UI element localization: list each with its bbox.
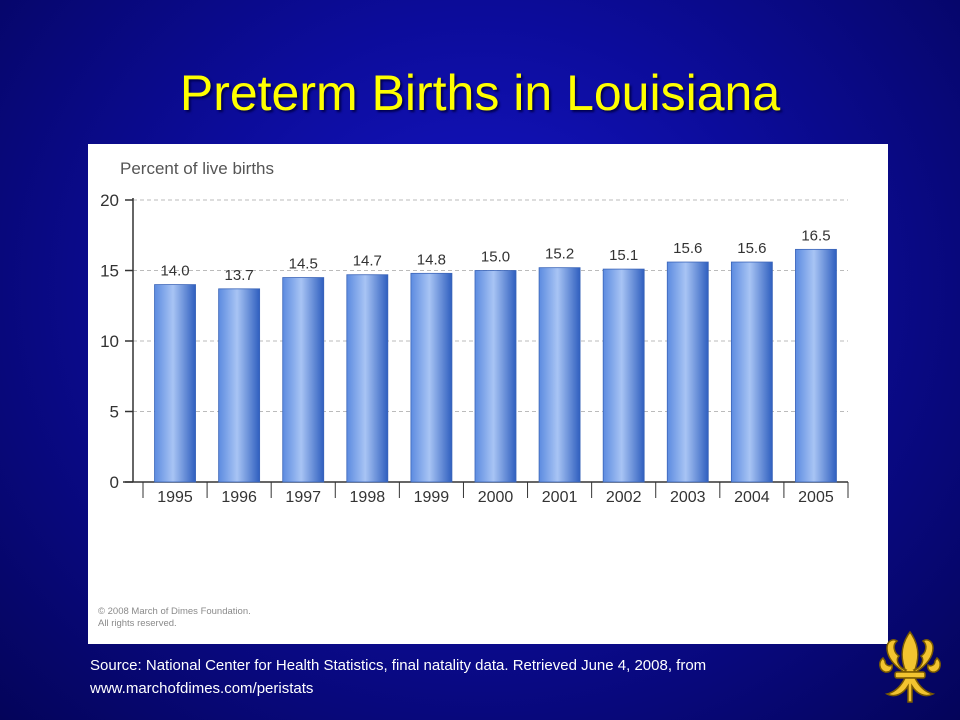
bar <box>346 274 389 483</box>
x-tick-label: 1998 <box>350 489 386 506</box>
y-tick-label: 0 <box>110 473 119 492</box>
bar <box>154 284 196 483</box>
data-label: 15.6 <box>737 240 766 257</box>
bar <box>666 261 709 483</box>
y-tick-label: 5 <box>110 403 119 422</box>
x-tick-label: 2000 <box>478 489 514 506</box>
y-tick-label: 15 <box>100 262 119 281</box>
y-tick-label: 10 <box>100 332 119 351</box>
source-note: Source: National Center for Health Stati… <box>90 654 870 700</box>
data-label: 15.1 <box>609 247 638 264</box>
data-label: 14.7 <box>353 253 382 270</box>
data-label: 13.7 <box>225 267 254 284</box>
fleur-de-lis-icon <box>879 630 941 703</box>
bar <box>474 270 517 483</box>
data-label: 14.5 <box>289 256 318 273</box>
data-label: 14.8 <box>417 251 446 268</box>
x-tick-label: 2001 <box>542 489 578 506</box>
x-tick-label: 1996 <box>221 489 257 506</box>
chart-panel: Percent of live births 0 5 10 15 20 14.0 1995… <box>88 144 888 644</box>
source-line-1: Source: National Center for Health Stati… <box>90 657 707 674</box>
data-label: 16.5 <box>801 227 830 244</box>
bar <box>218 288 261 483</box>
bar <box>538 267 581 483</box>
bar-chart: Percent of live births 0 5 10 15 20 14.0 1995… <box>100 159 849 506</box>
slide-title: Preterm Births in Louisiana <box>179 65 781 121</box>
data-label: 14.0 <box>160 263 189 280</box>
x-tick-label: 2002 <box>606 489 642 506</box>
data-label: 15.0 <box>481 249 510 266</box>
x-tick-label: 2005 <box>798 489 834 506</box>
copyright-line-2: All rights reserved. <box>98 618 177 629</box>
x-tick-label: 1999 <box>414 489 450 506</box>
chart-title: Percent of live births <box>120 159 274 178</box>
y-tick-label: 20 <box>100 191 119 210</box>
bar <box>282 277 325 483</box>
bar <box>602 268 645 483</box>
bar <box>795 248 837 483</box>
x-tick-label: 1995 <box>157 489 193 506</box>
copyright-notice: © 2008 March of Dimes Foundation. All ri… <box>98 606 251 630</box>
x-tick-label: 2003 <box>670 489 706 506</box>
source-line-2: www.marchofdimes.com/peristats <box>90 680 314 697</box>
bar <box>410 272 453 483</box>
x-tick-label: 2004 <box>734 489 770 506</box>
data-label: 15.6 <box>673 240 702 257</box>
bar <box>730 261 773 483</box>
x-tick-label: 1997 <box>285 489 321 506</box>
copyright-line-1: © 2008 March of Dimes Foundation. <box>98 606 251 617</box>
data-label: 15.2 <box>545 246 574 263</box>
